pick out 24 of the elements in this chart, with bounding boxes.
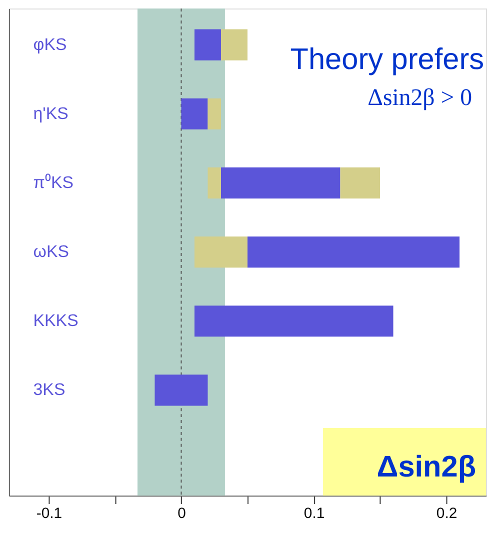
y-tick-label: η'KS xyxy=(33,104,68,123)
x-tick-label: 0.1 xyxy=(304,506,325,522)
x-tick-label: -0.1 xyxy=(36,506,62,522)
bar xyxy=(220,29,248,60)
annotation: Δsin2β xyxy=(376,450,476,484)
bar xyxy=(208,98,221,130)
bar xyxy=(247,236,460,268)
bar xyxy=(220,167,340,199)
annotation: Δsin2β > 0 xyxy=(368,84,472,111)
x-tick-label: 0.2 xyxy=(436,506,458,522)
bar xyxy=(194,236,248,268)
bar xyxy=(154,374,208,406)
bar xyxy=(208,167,221,199)
y-tick-label: φKS xyxy=(33,34,67,54)
bar xyxy=(340,167,380,199)
y-tick-label: KKKS xyxy=(33,311,78,330)
annotation: Theory prefers xyxy=(290,43,484,76)
x-tick-label: 0 xyxy=(178,506,186,522)
y-tick-label: 3KS xyxy=(33,380,66,400)
bar xyxy=(194,306,394,337)
y-tick-label: π⁰KS xyxy=(33,172,74,192)
y-tick-label: ωKS xyxy=(33,242,69,262)
bar xyxy=(194,29,221,60)
bar xyxy=(181,98,208,130)
